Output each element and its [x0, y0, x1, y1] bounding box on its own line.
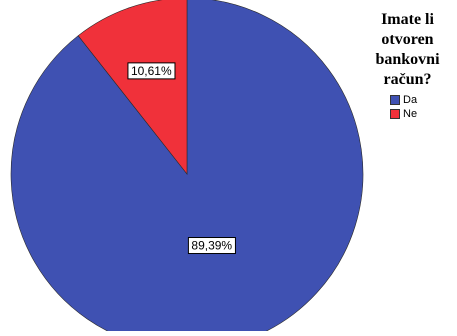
legend-item-da: Da: [390, 93, 455, 107]
legend-title: Imate li otvoren bankovni račun?: [360, 10, 455, 90]
legend-label-da: Da: [403, 94, 418, 106]
legend-swatch-ne: [390, 109, 400, 119]
slice-label-text-da: 89,39%: [191, 239, 232, 253]
legend-title-line-1: Imate li: [381, 11, 434, 28]
legend-title-line-2: otvoren: [381, 31, 434, 48]
slice-label-text-ne: 10,61%: [131, 64, 172, 78]
legend-label-ne: Ne: [403, 108, 418, 120]
legend-swatch-da: [390, 95, 400, 105]
slice-label-box-da: [187, 237, 236, 255]
legend: Imate li otvoren bankovni račun? Da Ne: [360, 10, 455, 121]
legend-title-line-3: bankovni: [375, 51, 440, 68]
legend-item-ne: Ne: [390, 107, 455, 121]
slice-label-box-ne: [127, 62, 176, 80]
slice-label-ne: 10,61%: [127, 62, 176, 80]
legend-items: Da Ne: [390, 93, 455, 121]
legend-title-line-4: račun?: [383, 71, 432, 88]
pie-slice-ne: [77, 0, 188, 175]
slice-label-da: 89,39%: [187, 237, 236, 255]
